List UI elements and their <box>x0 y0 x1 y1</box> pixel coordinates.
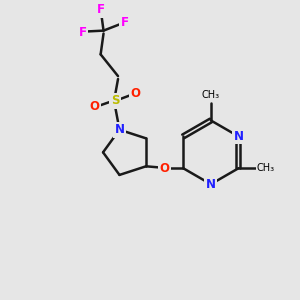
Text: CH₃: CH₃ <box>202 90 220 100</box>
Text: O: O <box>159 162 170 175</box>
Text: F: F <box>97 3 105 16</box>
Text: O: O <box>90 100 100 113</box>
Text: CH₃: CH₃ <box>257 163 275 173</box>
Text: N: N <box>115 123 124 136</box>
Text: N: N <box>206 178 216 191</box>
Text: F: F <box>79 26 87 39</box>
Text: F: F <box>120 16 128 29</box>
Text: S: S <box>111 94 119 107</box>
Text: O: O <box>130 87 140 100</box>
Text: N: N <box>233 130 244 143</box>
